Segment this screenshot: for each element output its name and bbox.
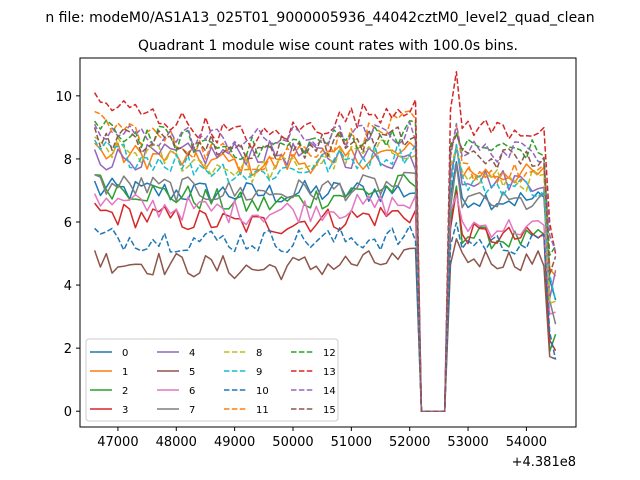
legend-label-11: 11 — [256, 405, 269, 416]
legend-label-7: 7 — [189, 405, 195, 416]
figure-suptitle: n file: modeM0/AS1A13_025T01_9000005936_… — [45, 10, 594, 26]
series-line-14 — [93, 121, 557, 412]
series-line-7 — [94, 163, 557, 412]
series-line-4 — [93, 140, 557, 412]
series-line-10 — [94, 222, 557, 412]
series-line-3 — [94, 189, 557, 412]
legend-label-0: 0 — [122, 348, 128, 359]
legend-label-13: 13 — [323, 367, 336, 378]
y-tick-label: 0 — [64, 405, 72, 420]
x-tick-label: 47000 — [97, 435, 138, 450]
series-line-9 — [93, 139, 557, 412]
y-tick-label: 10 — [55, 90, 72, 105]
tick-layer: 47000 48000 49000 50000 51000 52000 53000 54000… — [55, 90, 547, 450]
series-line-5 — [93, 238, 556, 412]
legend-label-15: 15 — [323, 405, 336, 416]
series-line-13 — [93, 71, 557, 412]
x-offset-label: +4.381e8 — [512, 455, 576, 470]
legend-label-2: 2 — [122, 386, 128, 397]
series-line-15 — [93, 126, 557, 412]
x-tick-label: 53000 — [447, 435, 488, 450]
legend-label-5: 5 — [189, 367, 195, 378]
x-tick-label: 54000 — [506, 435, 547, 450]
x-tick-label: 51000 — [331, 435, 372, 450]
series-line-11 — [94, 110, 556, 412]
y-tick-label: 8 — [64, 153, 72, 168]
series-line-2 — [94, 173, 557, 412]
legend-label-12: 12 — [323, 348, 336, 359]
legend-label-4: 4 — [189, 348, 195, 359]
y-tick-label: 4 — [64, 279, 72, 294]
series-line-6 — [93, 193, 556, 412]
chart-title: Quadrant 1 module wise count rates with … — [138, 38, 518, 54]
x-tick-label: 48000 — [156, 435, 197, 450]
axes-frame — [79, 57, 577, 428]
legend-label-9: 9 — [256, 367, 262, 378]
y-tick-label: 2 — [64, 342, 72, 357]
x-tick-label: 50000 — [272, 435, 313, 450]
series-line-8 — [94, 136, 556, 412]
legend-box — [85, 338, 339, 422]
x-tick-label: 49000 — [214, 435, 255, 450]
legend-label-8: 8 — [256, 348, 262, 359]
x-tick-label: 52000 — [389, 435, 430, 450]
legend-label-10: 10 — [256, 386, 269, 397]
legend-label-3: 3 — [122, 405, 128, 416]
legend-label-6: 6 — [189, 386, 195, 397]
legend-label-1: 1 — [122, 367, 128, 378]
y-tick-label: 6 — [64, 216, 72, 231]
series-layer — [93, 71, 557, 412]
legend-label-14: 14 — [323, 386, 336, 397]
